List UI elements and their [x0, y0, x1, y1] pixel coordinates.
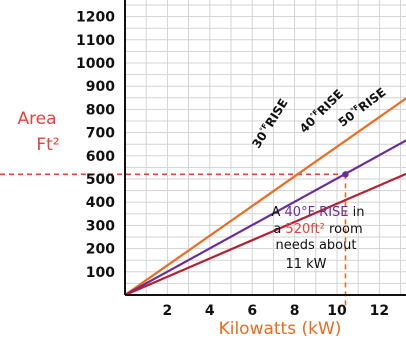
y-tick-label: 1200 — [76, 10, 115, 26]
annotation-line3: needs about — [276, 238, 357, 253]
svg-text:a 520ft² room: a 520ft² room — [273, 222, 362, 237]
y-tick-label: 800 — [86, 102, 115, 118]
series-label-2: 40°FRISE — [297, 87, 346, 136]
series-label-3: 50°FRISE — [336, 85, 389, 130]
x-tick-label: 2 — [163, 303, 173, 319]
highlight-point — [342, 171, 349, 178]
y-tick-label: 500 — [86, 172, 115, 188]
annotation-line1-suffix: in — [353, 205, 365, 220]
axes — [124, 0, 406, 296]
x-tick-label: 4 — [205, 303, 215, 319]
series-label-1: 30°FRISE — [249, 96, 290, 151]
annotation-line2-prefix: a — [273, 222, 281, 237]
y-tick-label: 100 — [86, 265, 115, 281]
series-line-1 — [124, 97, 406, 296]
y-tick-label: 1100 — [76, 33, 115, 49]
annotation-line1-prefix: A — [271, 205, 280, 220]
highlight-guides — [0, 173, 347, 310]
annotation-line1-highlight: 40°F RISE — [285, 205, 349, 220]
annotation-line2-suffix: room — [329, 222, 363, 237]
series-line-2 — [124, 139, 406, 296]
x-tick-label: 12 — [370, 303, 389, 319]
x-tick-label: 8 — [290, 303, 300, 319]
y-tick-label: 600 — [86, 149, 115, 165]
y-tick-label: 1000 — [76, 56, 115, 72]
x-axis-title: Kilowatts (kW) — [219, 319, 342, 339]
grid — [125, 0, 406, 295]
series-lines — [124, 97, 406, 297]
x-tick-label: 6 — [247, 303, 257, 319]
y-tick-label: 400 — [86, 195, 115, 211]
y-axis-title-line2: Ft² — [36, 135, 59, 155]
svg-text:A 40°F RISE in: A 40°F RISE in — [271, 205, 364, 220]
annotation: A 40°F RISE in a 520ft² room needs about… — [271, 205, 364, 272]
series-line-3 — [124, 172, 406, 297]
y-tick-label: 700 — [86, 126, 115, 142]
y-tick-label: 300 — [86, 218, 115, 234]
annotation-line2-highlight: 520ft² — [285, 222, 324, 237]
x-tick-label: 10 — [327, 303, 347, 319]
y-tick-label: 900 — [86, 79, 115, 95]
y-axis-title-line1: Area — [17, 109, 56, 129]
annotation-line4: 11 kW — [285, 257, 326, 272]
y-tick-label: 200 — [86, 242, 115, 258]
